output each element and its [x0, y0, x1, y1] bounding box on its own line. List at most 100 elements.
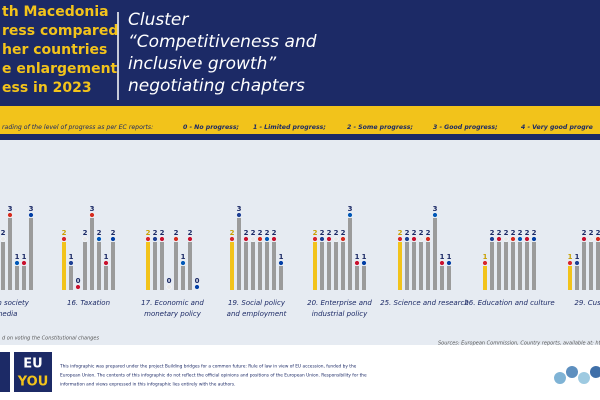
decor	[554, 366, 600, 384]
bar	[104, 266, 108, 290]
flag	[326, 236, 332, 242]
bar	[426, 242, 430, 290]
bar	[153, 242, 157, 290]
value-label: 2	[405, 229, 410, 237]
value-label: 2	[244, 229, 249, 237]
value-label: 2	[412, 229, 417, 237]
bar	[532, 242, 536, 290]
bar	[230, 242, 234, 290]
flag	[61, 236, 67, 242]
value-label: 2	[582, 229, 587, 237]
disclaimer-line: information and views expressed in this …	[60, 382, 236, 388]
value-label: 2	[327, 229, 332, 237]
value-label: 2	[504, 229, 509, 237]
flag	[588, 236, 594, 242]
header-right-line: Cluster	[128, 10, 189, 30]
source: Sources: European Commission, Country re…	[438, 341, 600, 347]
header-right-line: inclusive growth”	[128, 54, 276, 74]
value-label: 3	[348, 205, 353, 213]
value-label: 0	[167, 277, 172, 285]
bar	[405, 242, 409, 290]
flag	[271, 236, 277, 242]
value-label: 2	[497, 229, 502, 237]
note: d on voting the Constitutional changes	[2, 336, 99, 342]
value-label: 3	[29, 205, 34, 213]
flag	[432, 212, 438, 218]
flag	[312, 236, 318, 242]
group-label: 29. Custom	[574, 299, 600, 307]
bar	[15, 266, 19, 290]
flag	[257, 236, 263, 242]
value-label: 2	[341, 229, 346, 237]
flag	[243, 236, 249, 242]
group-label: ation society	[0, 299, 30, 307]
flag	[404, 236, 410, 242]
group-label: industrial policy	[312, 310, 368, 318]
value-label: 2	[111, 229, 116, 237]
flag	[145, 236, 151, 242]
flag	[347, 212, 353, 218]
flag	[354, 260, 360, 266]
value-label: 1	[362, 253, 367, 261]
flag	[89, 212, 95, 218]
bar	[83, 242, 87, 290]
value-label: 2	[490, 229, 495, 237]
header-right-line: “Competitiveness and	[128, 32, 317, 52]
logo-box	[14, 352, 52, 392]
bar	[160, 242, 164, 290]
value-label: 2	[596, 229, 600, 237]
bar	[8, 218, 12, 290]
value-label: 2	[419, 229, 424, 237]
flag	[159, 236, 165, 242]
flag	[7, 212, 13, 218]
value-label: 1	[483, 253, 488, 261]
group-label: 25. Science and research	[380, 299, 469, 307]
value-label: 2	[153, 229, 158, 237]
bar	[355, 266, 359, 290]
bar	[362, 266, 366, 290]
bar	[419, 242, 423, 290]
bar	[62, 242, 66, 290]
value-label: 3	[90, 205, 95, 213]
bar	[327, 242, 331, 290]
bar	[596, 242, 600, 290]
value-label: 2	[334, 229, 339, 237]
bar	[433, 218, 437, 290]
value-label: 3	[237, 205, 242, 213]
value-label: 2	[511, 229, 516, 237]
flag	[180, 260, 186, 266]
flag	[397, 236, 403, 242]
bar	[348, 218, 352, 290]
flag	[425, 236, 431, 242]
bar	[251, 242, 255, 290]
flag	[229, 236, 235, 242]
value-label: 1	[69, 253, 74, 261]
bar	[313, 242, 317, 290]
logo-text: YOU	[17, 375, 49, 390]
flag	[68, 260, 74, 266]
legend-item: 0 - No progress;	[183, 124, 239, 131]
flag	[567, 260, 573, 266]
value-label: 2	[589, 229, 594, 237]
flag	[166, 284, 172, 290]
flag	[574, 260, 580, 266]
flag	[194, 284, 200, 290]
group-label: 19. Social policy	[228, 299, 286, 307]
value-label: 2	[174, 229, 179, 237]
value-label: 2	[97, 229, 102, 237]
legend-item: 1 - Limited progress;	[253, 123, 326, 131]
flag	[110, 236, 116, 242]
bar	[265, 242, 269, 290]
bar	[575, 266, 579, 290]
bar	[511, 242, 515, 290]
value-label: 2	[320, 229, 325, 237]
bar	[320, 242, 324, 290]
flag	[482, 260, 488, 266]
bar	[447, 266, 451, 290]
footer	[0, 345, 600, 400]
value-label: 2	[518, 229, 523, 237]
value-label: 1	[15, 253, 20, 261]
group-label: and employment	[227, 310, 287, 318]
bar	[440, 266, 444, 290]
